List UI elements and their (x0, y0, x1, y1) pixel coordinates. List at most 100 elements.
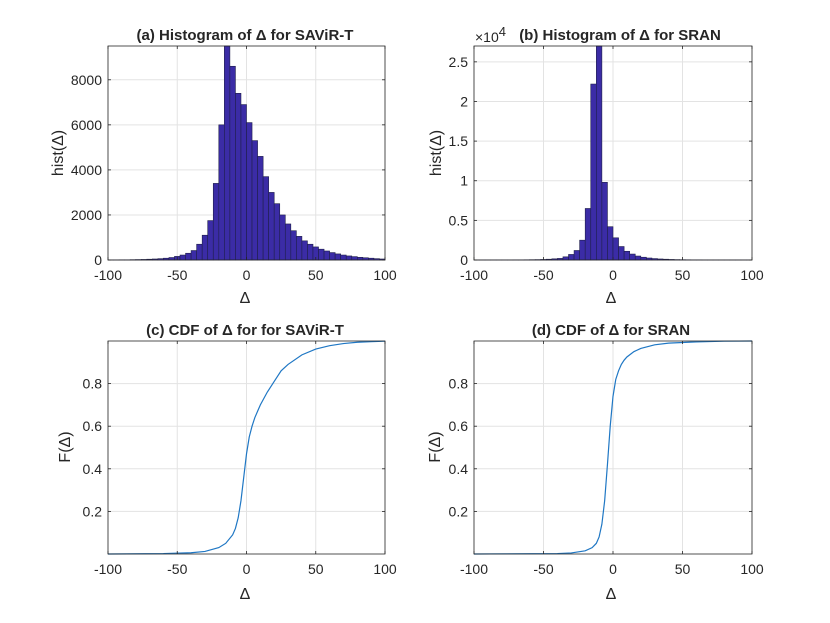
histogram-bar-a-16 (196, 243, 203, 261)
x-tick-label-a-0: -100 (94, 267, 122, 283)
histogram-bar-b-30 (640, 256, 647, 261)
histogram-bar-a-41 (334, 253, 341, 261)
histogram-bar-a-23 (235, 93, 242, 261)
panel-a: -100 -50 0 50 100 0 2000 4000 6000 8000 (a) Histo… (50, 27, 397, 307)
plot-area-a: -100 -50 0 50 100 0 2000 4000 6000 8000 (71, 45, 397, 283)
histogram-bar-b-22 (596, 45, 603, 261)
histogram-bar-a-25 (246, 122, 253, 261)
x-tick-label-a-2: 0 (243, 267, 251, 283)
histogram-bar-a-29 (268, 192, 275, 261)
x-tick-label-b-1: -50 (533, 267, 553, 283)
y-tick-label-c-1: 0.4 (83, 461, 103, 477)
histogram-bar-a-18 (207, 220, 214, 261)
histogram-bar-a-20 (218, 124, 225, 261)
y-tick-label-b-1: 0.5 (449, 212, 469, 228)
y-tick-label-a-0: 0 (94, 252, 102, 268)
y-tick-label-b-3: 1.5 (449, 133, 469, 149)
x-tick-label-d-4: 100 (740, 561, 764, 577)
histogram-bar-a-30 (273, 203, 281, 261)
histogram-bar-a-33 (290, 230, 297, 261)
cdf-line-c (107, 340, 386, 555)
histogram-bar-b-28 (629, 253, 636, 261)
x-tick-label-a-4: 100 (373, 267, 397, 283)
x-tick-label-c-3: 50 (308, 561, 324, 577)
y-tick-label-d-3: 0.8 (449, 376, 469, 392)
y-axis-label-c: F(Δ) (57, 431, 74, 462)
y-tick-label-b-5: 2.5 (449, 54, 469, 70)
x-tick-label-d-3: 50 (675, 561, 691, 577)
y-tick-label-b-4: 2 (460, 93, 468, 109)
histogram-bar-a-43 (345, 255, 353, 261)
x-tick-label-b-2: 0 (609, 267, 617, 283)
y-tick-label-c-3: 0.8 (83, 376, 103, 392)
histogram-bar-a-14 (185, 252, 192, 261)
histogram-bar-b-27 (623, 250, 630, 261)
x-axis-label-b: Δ (606, 290, 617, 307)
y-tick-label-d-2: 0.6 (449, 418, 469, 434)
histogram-bar-a-27 (257, 156, 264, 261)
y-tick-label-c-2: 0.6 (83, 418, 103, 434)
histogram-bar-a-22 (229, 65, 236, 261)
histogram-bar-a-34 (296, 236, 303, 261)
y-exponent-label-b: ×104 (475, 24, 506, 45)
plot-area-c: -100 -50 0 50 100 0.2 0.4 0.6 0.8 (83, 340, 397, 577)
x-axis-label-a: Δ (240, 290, 251, 307)
histogram-bar-a-35 (301, 240, 308, 261)
x-tick-label-d-2: 0 (609, 561, 617, 577)
y-tick-label-a-2: 4000 (71, 162, 102, 178)
x-tick-label-b-4: 100 (740, 267, 764, 283)
histogram-bar-b-29 (634, 255, 642, 261)
histogram-bar-b-25 (612, 237, 619, 261)
x-tick-label-c-0: -100 (94, 561, 122, 577)
panel-b: -100 -50 0 50 100 0 0.5 1 1.5 2 2.5 (b) Histogram … (428, 24, 764, 307)
histogram-bar-a-19 (212, 183, 220, 261)
y-tick-label-a-3: 6000 (71, 117, 102, 133)
y-tick-label-b-0: 0 (460, 252, 468, 268)
histogram-bar-a-31 (279, 214, 286, 261)
x-tick-label-b-0: -100 (460, 267, 488, 283)
y-tick-label-c-0: 0.2 (83, 503, 103, 519)
chart-title-b: (b) Histogram of Δ for SRAN (519, 27, 721, 44)
histogram-bar-b-26 (618, 246, 625, 261)
histogram-bar-a-45 (356, 256, 364, 261)
histogram-bar-b-18 (573, 250, 580, 261)
y-tick-label-d-0: 0.2 (449, 503, 469, 519)
histogram-bar-a-24 (240, 104, 247, 261)
histogram-bar-a-38 (318, 248, 325, 261)
plot-area-b: -100 -50 0 50 100 0 0.5 1 1.5 2 2.5 (449, 45, 764, 283)
chart-title-a: (a) Histogram of Δ for SAViR-T (137, 27, 354, 44)
histogram-bar-a-40 (329, 252, 336, 261)
histogram-bar-a-36 (307, 243, 314, 261)
x-tick-label-c-1: -50 (167, 561, 187, 577)
histogram-bar-b-24 (607, 226, 614, 261)
x-tick-label-b-3: 50 (675, 267, 691, 283)
histogram-bar-a-17 (201, 234, 209, 261)
y-axis-label-d: F(Δ) (427, 431, 444, 462)
histogram-bar-a-42 (340, 254, 347, 261)
histogram-bar-a-32 (284, 223, 292, 261)
y-exponent-base-b: ×10 (475, 29, 499, 45)
chart-title-d: (d) CDF of Δ for SRAN (532, 322, 690, 339)
x-tick-label-a-1: -50 (167, 267, 187, 283)
y-tick-label-a-4: 8000 (71, 72, 102, 88)
histogram-bar-b-16 (562, 256, 569, 261)
cdf-line-d (473, 340, 753, 555)
x-tick-label-a-3: 50 (308, 267, 324, 283)
y-tick-label-a-1: 2000 (71, 207, 102, 223)
histogram-bar-a-26 (251, 140, 258, 261)
x-axis-label-d: Δ (606, 586, 617, 603)
histogram-bar-a-28 (262, 176, 269, 261)
histogram-bar-a-44 (351, 256, 358, 261)
histogram-bar-b-23 (601, 182, 608, 261)
chart-title-c: (c) CDF of Δ for for SAViR-T (146, 322, 344, 339)
y-tick-label-b-2: 1 (460, 173, 468, 189)
y-axis-label-b: hist(Δ) (428, 130, 445, 176)
histogram-bar-a-39 (323, 250, 330, 261)
y-exponent-power-b: 4 (499, 24, 506, 39)
y-axis-label-a: hist(Δ) (50, 130, 67, 176)
x-axis-label-c: Δ (240, 586, 251, 603)
histogram-bar-a-15 (190, 250, 197, 261)
x-tick-label-c-2: 0 (243, 561, 251, 577)
histogram-bar-a-21 (224, 45, 231, 261)
